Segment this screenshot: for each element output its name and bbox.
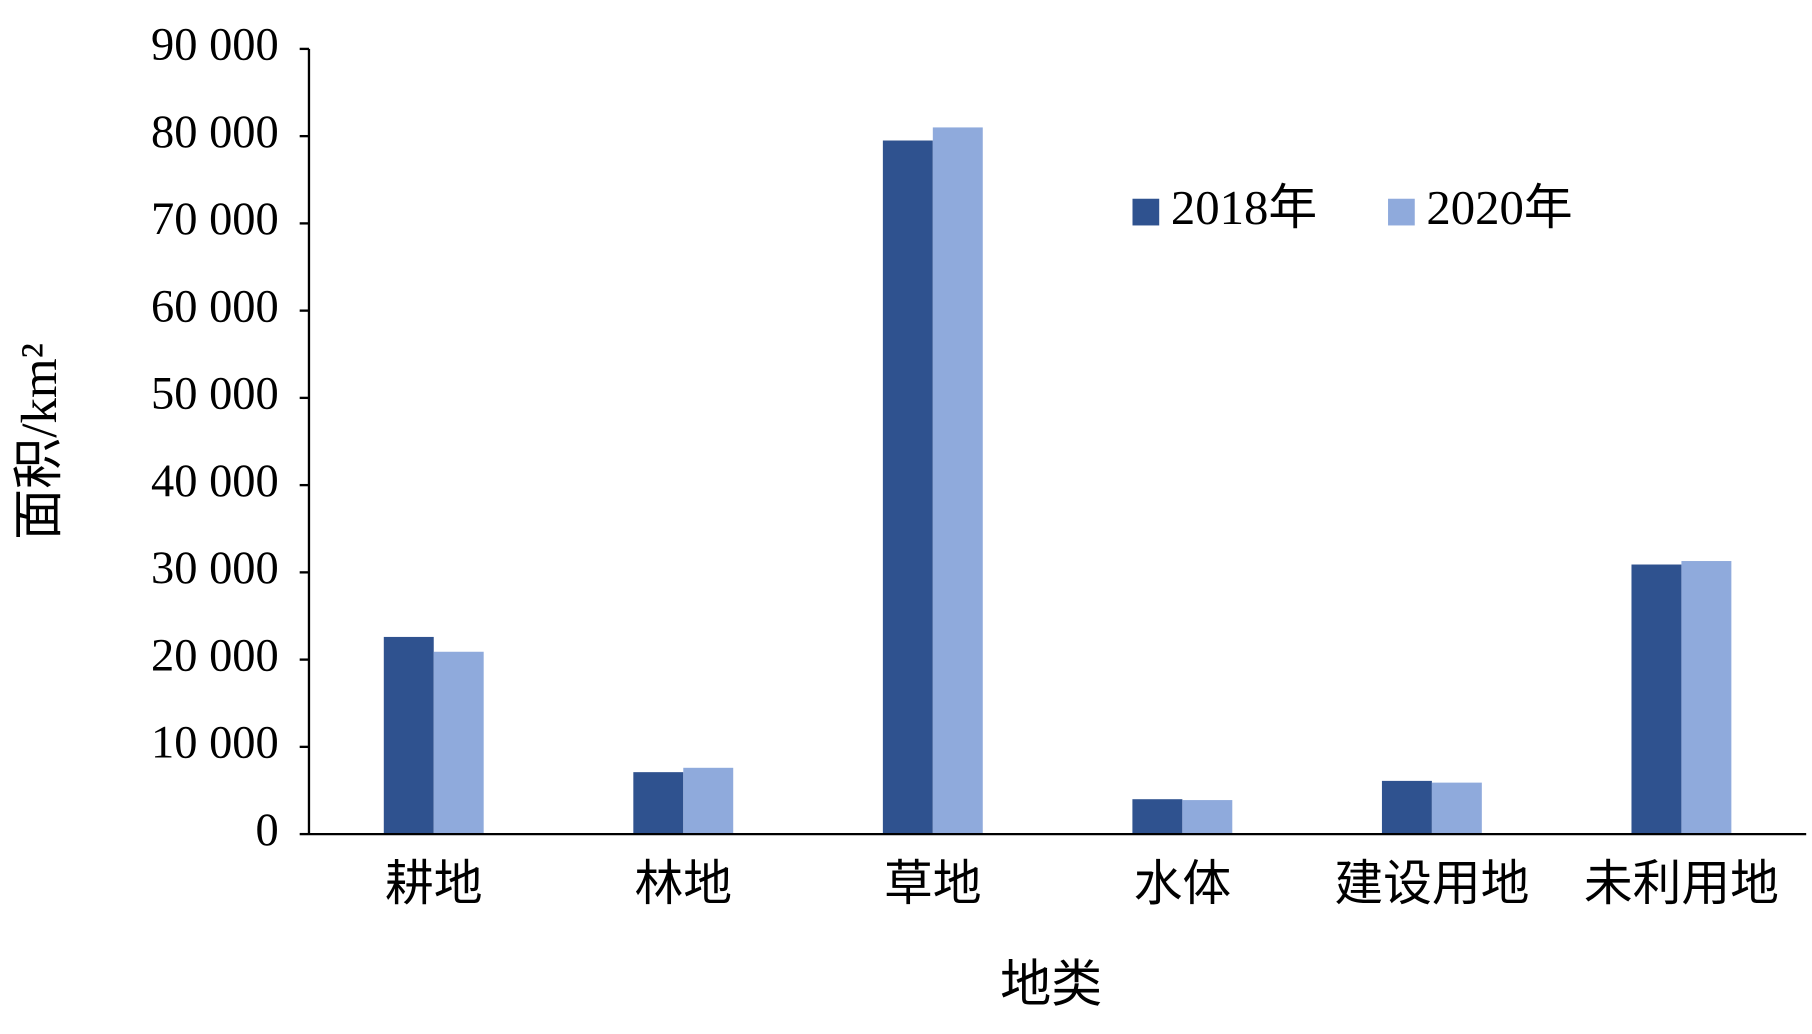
y-tick-label: 80 000: [151, 107, 279, 158]
bar: [1631, 564, 1682, 835]
x-tick-label: 林地: [635, 857, 733, 911]
legend-label: 2020年: [1426, 181, 1572, 235]
x-tick-label: 未利用地: [1584, 857, 1779, 911]
bar: [1132, 799, 1183, 835]
y-tick-label: 40 000: [151, 456, 279, 507]
legend-label: 2018年: [1171, 181, 1317, 235]
bar: [383, 636, 434, 835]
bar: [1381, 780, 1432, 835]
y-axis-title: 面积/km²: [11, 343, 68, 540]
y-tick-label: 20 000: [151, 630, 279, 681]
x-tick-label: 建设用地: [1334, 857, 1529, 911]
bar: [633, 772, 684, 835]
bar: [1182, 800, 1233, 835]
legend-swatch: [1388, 198, 1415, 226]
bar: [882, 140, 933, 835]
y-tick-label: 50 000: [151, 369, 279, 420]
x-axis-title: 地类: [1000, 956, 1102, 1013]
y-tick-label: 10 000: [151, 718, 279, 769]
legend-swatch: [1132, 198, 1160, 226]
x-tick-label: 草地: [884, 857, 982, 911]
y-tick-label: 90 000: [151, 20, 279, 71]
bar: [1681, 561, 1732, 835]
x-tick-label: 水体: [1134, 857, 1232, 911]
y-tick-label: 60 000: [151, 281, 279, 332]
bar: [683, 767, 734, 835]
y-tick-label: 0: [256, 805, 279, 856]
y-tick-label: 30 000: [151, 543, 279, 594]
x-tick-label: 耕地: [385, 857, 483, 911]
bar: [1431, 782, 1482, 835]
bar: [932, 127, 983, 835]
y-tick-label: 70 000: [151, 194, 279, 245]
bar: [433, 651, 484, 835]
